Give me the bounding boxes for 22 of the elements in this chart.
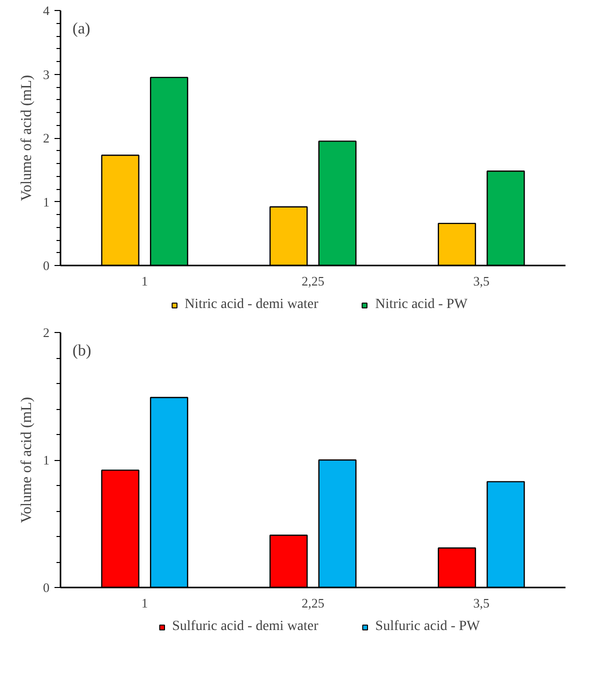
y-tick-label: 2 [43, 130, 50, 146]
y-tick-label: 4 [43, 3, 50, 18]
y-tick-label: 0 [43, 580, 50, 595]
y-axis-title: Volume of acid (mL) [19, 397, 35, 523]
legend-label: Nitric acid - PW [375, 297, 468, 313]
y-tick-label: 0 [43, 258, 50, 273]
y-axis-title: Volume of acid (mL) [19, 75, 35, 201]
x-tick-label: 2,25 [302, 596, 324, 610]
legend-label: Nitric acid - demi water [184, 297, 318, 313]
legend-label: Sulfuric acid - PW [375, 619, 480, 635]
x-tick-label: 1 [141, 274, 148, 288]
annotation: (b) [72, 342, 92, 360]
legend-label: Sulfuric acid - demi water [172, 619, 318, 635]
annotation: (a) [72, 20, 90, 38]
y-tick-label: 2 [43, 325, 50, 340]
x-tick-label: 3,5 [473, 596, 490, 610]
y-tick-label: 3 [43, 66, 50, 82]
x-tick-label: 3,5 [473, 274, 490, 288]
x-tick-label: 2,25 [302, 274, 324, 288]
y-tick-label: 1 [43, 452, 50, 468]
x-tick-label: 1 [141, 596, 148, 610]
y-tick-label: 1 [43, 194, 50, 210]
